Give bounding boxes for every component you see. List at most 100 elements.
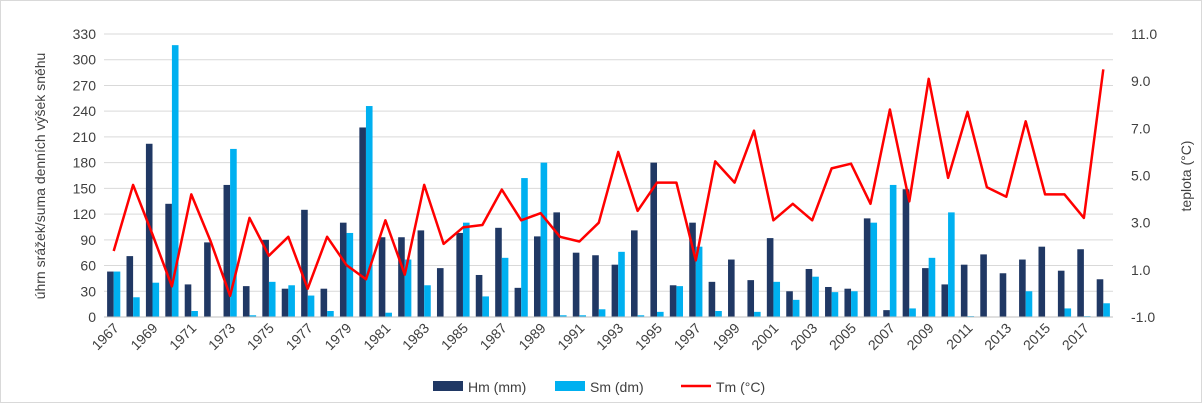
y-tick-label-left: 240 [73,103,97,119]
x-tick-label: 1971 [166,320,199,353]
bar-hm [514,287,522,317]
bar-hm [262,239,269,317]
bar-hm [145,143,153,317]
bar-hm [320,288,328,317]
y-tick-label-left: 180 [73,155,97,171]
bar-sm [424,285,431,317]
bar-series [107,45,1110,317]
y-axis-label-left: úhrn srážek/suma denních výšek sněhu [32,53,48,300]
x-tick-label: 1969 [127,320,160,353]
bar-hm [980,254,987,317]
bar-hm [999,273,1007,317]
bar-hm [1019,259,1026,317]
bar-hm [475,274,483,317]
bar-hm [436,268,444,317]
bar-hm [922,268,929,317]
bar-hm [184,284,192,317]
bar-hm [204,242,211,317]
bar-sm [851,291,858,317]
y-tick-label-right: 11.0 [1131,26,1157,42]
bar-sm [501,257,509,317]
bar-sm [171,45,179,317]
bar-sm [773,281,781,317]
bar-sm [695,246,703,317]
bar-sm [385,312,392,317]
bar-sm [230,148,237,317]
bar-hm [825,286,832,317]
bar-hm [242,286,250,317]
bar-sm [1025,291,1033,317]
bar-sm [1064,308,1072,317]
bar-hm [301,209,308,317]
bar-hm [572,252,580,317]
x-tick-label: 1975 [244,320,277,353]
bar-sm [113,271,121,317]
bar-hm [766,238,774,317]
y-tick-label-left: 90 [80,232,96,248]
bar-sm [365,106,373,317]
x-tick-label: 1983 [399,320,432,353]
bar-sm [579,315,586,317]
x-tick-label: 2013 [981,320,1014,353]
bar-sm [559,315,567,317]
bar-hm [863,218,871,317]
bar-hm [844,288,852,317]
bar-sm [404,259,412,317]
bar-hm [1057,270,1065,317]
bar-sm [152,282,160,317]
bar-hm [1077,249,1084,317]
bar-sm [618,251,625,317]
x-tick-label: 2003 [787,320,820,353]
bar-sm [676,286,684,317]
bar-sm [249,315,257,317]
bar-hm [941,284,949,317]
bar-hm [456,232,463,317]
legend: Hm (mm) Sm (dm) Tm (°C) [433,379,765,395]
y-tick-label-left: 270 [73,77,97,93]
x-tick-label: 1993 [593,320,626,353]
bar-sm [754,311,761,317]
x-tick-label: 1987 [477,320,510,353]
bar-sm [715,310,722,317]
y-tick-label-left: 60 [80,258,96,274]
y-tick-label-right: 5.0 [1131,168,1151,184]
y-tick-label-left: 330 [73,26,97,42]
bar-sm [482,296,489,317]
x-tick-label: 2015 [1020,320,1053,353]
bar-hm [281,288,289,317]
x-tick-label: 1989 [515,320,548,353]
bar-sm [327,310,334,317]
bar-sm [598,309,606,317]
bar-sm [889,184,897,317]
x-tick-label: 1981 [360,320,393,353]
bar-hm [592,255,599,317]
legend-swatch [433,381,463,391]
bar-sm [521,178,528,317]
y-tick-label-right: 9.0 [1131,73,1151,89]
bar-hm [689,222,696,317]
bar-sm [133,297,140,317]
bar-hm [747,280,755,317]
bar-sm [288,285,295,317]
bar-hm [708,281,716,317]
x-tick-label: 1973 [205,320,238,353]
legend-label: Tm (°C) [716,379,765,395]
y-tick-label-right: 3.0 [1131,215,1151,231]
x-tick-label: 2007 [865,320,898,353]
bar-hm [611,264,619,317]
x-tick-label: 2005 [826,320,859,353]
y-tick-label-right: 7.0 [1131,120,1151,136]
x-tick-label: 2017 [1059,320,1092,353]
bar-sm [268,281,276,317]
legend-label: Hm (mm) [468,379,526,395]
bar-sm [540,162,548,317]
y-tick-label-left: 0 [88,309,96,325]
x-tick-label: 1979 [321,320,354,353]
legend-swatch [555,381,585,391]
bar-sm [191,310,198,317]
bar-hm [417,230,425,317]
bar-sm [307,295,315,317]
y-tick-label-right: -1.0 [1131,309,1155,325]
